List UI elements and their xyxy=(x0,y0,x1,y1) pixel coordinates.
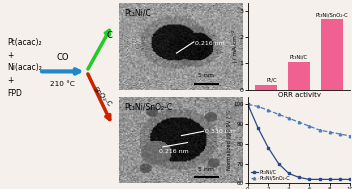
Pt₃Ni/C xyxy=(246,103,250,106)
Bar xyxy=(288,62,310,90)
Pt₃Ni/C xyxy=(338,178,342,180)
Line: Pt₃Ni/SnO₂-C: Pt₃Ni/SnO₂-C xyxy=(247,103,352,137)
Pt₃Ni/C xyxy=(297,176,301,179)
Text: CO: CO xyxy=(57,53,69,62)
Pt₃Ni/C xyxy=(287,172,291,175)
Text: 0.330 nm: 0.330 nm xyxy=(205,129,235,134)
Pt₃Ni/C xyxy=(348,178,352,180)
Y-axis label: j / mA.cm⁻²: j / mA.cm⁻² xyxy=(232,30,238,63)
Pt₃Ni/SnO₂-C xyxy=(338,133,342,135)
Text: FPD: FPD xyxy=(7,89,22,98)
Legend: Pt₃Ni/C, Pt₃Ni/SnO₂-C: Pt₃Ni/C, Pt₃Ni/SnO₂-C xyxy=(250,169,291,181)
Pt₃Ni/SnO₂-C xyxy=(307,125,312,127)
Text: 0.216 nm: 0.216 nm xyxy=(195,41,225,46)
Pt₃Ni/SnO₂-C xyxy=(318,129,322,131)
Bar xyxy=(288,62,310,90)
Text: 0.216 nm: 0.216 nm xyxy=(159,149,189,154)
Text: Ni(acac)₂: Ni(acac)₂ xyxy=(7,63,42,72)
Text: +: + xyxy=(7,51,14,60)
Pt₃Ni/SnO₂-C xyxy=(328,131,332,133)
Pt₃Ni/SnO₂-C xyxy=(266,109,270,112)
Bar xyxy=(255,85,277,90)
Y-axis label: Normalized j@0.9V / %: Normalized j@0.9V / % xyxy=(227,110,232,170)
Pt₃Ni/SnO₂-C xyxy=(287,117,291,119)
Text: Pt₃Ni/SnO₂-C: Pt₃Ni/SnO₂-C xyxy=(124,103,172,112)
Text: Pt(acac)₂: Pt(acac)₂ xyxy=(7,38,42,47)
Pt₃Ni/SnO₂-C xyxy=(276,113,281,115)
Pt₃Ni/SnO₂-C xyxy=(246,103,250,106)
Pt₃Ni/SnO₂-C xyxy=(256,105,260,108)
Text: Pt₃Ni/C: Pt₃Ni/C xyxy=(290,55,308,60)
Text: SnO₂-C: SnO₂-C xyxy=(92,86,113,108)
Pt₃Ni/C xyxy=(328,178,332,180)
Pt₃Ni/SnO₂-C xyxy=(348,135,352,137)
Text: C: C xyxy=(106,31,112,40)
Pt₃Ni/SnO₂-C xyxy=(297,121,301,123)
Bar xyxy=(321,19,343,90)
Pt₃Ni/C xyxy=(266,147,270,149)
Pt₃Ni/C xyxy=(276,163,281,165)
Bar xyxy=(255,85,277,90)
Text: Pt₃Ni/SnO₂-C: Pt₃Ni/SnO₂-C xyxy=(316,12,348,17)
Text: 5 nm: 5 nm xyxy=(198,167,214,172)
Text: 5 nm: 5 nm xyxy=(198,73,214,78)
Text: Pt₃Ni/C: Pt₃Ni/C xyxy=(124,9,151,18)
Text: +: + xyxy=(7,76,14,85)
Text: 210 °C: 210 °C xyxy=(50,81,75,87)
Line: Pt₃Ni/C: Pt₃Ni/C xyxy=(247,103,352,181)
Bar xyxy=(321,19,343,90)
X-axis label: ORR activity: ORR activity xyxy=(278,92,321,98)
Text: Pt/C: Pt/C xyxy=(266,78,277,83)
Pt₃Ni/C xyxy=(318,178,322,180)
Pt₃Ni/C xyxy=(256,127,260,129)
Pt₃Ni/C xyxy=(307,178,312,180)
